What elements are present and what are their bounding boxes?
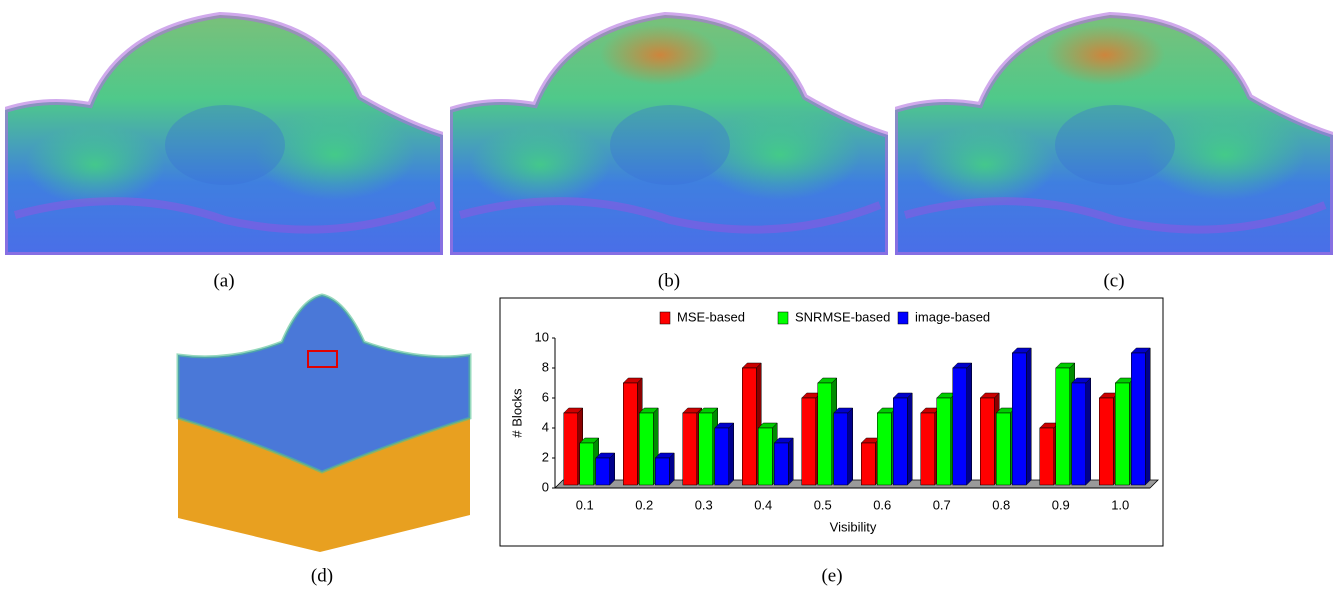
image-a: [5, 15, 443, 255]
legend-swatch: [897, 311, 909, 325]
bar: [877, 412, 892, 486]
y-tick-label: 6: [542, 389, 549, 404]
bar: [817, 382, 832, 486]
bar: [1055, 367, 1070, 486]
bar: [623, 382, 638, 486]
bar: [1115, 382, 1130, 486]
bar: [774, 442, 789, 486]
caption: (d): [311, 565, 333, 586]
bar: [996, 412, 1011, 486]
x-tick-label: 0.8: [992, 497, 1010, 512]
bar: [758, 427, 773, 486]
x-tick-label: 0.9: [1052, 497, 1070, 512]
bar-side: [966, 362, 972, 486]
bar-side: [1026, 347, 1032, 486]
bar: [682, 412, 697, 486]
bar-side: [728, 422, 734, 486]
bar-side: [669, 452, 675, 486]
y-axis-label: # Blocks: [509, 388, 524, 438]
legend-swatch: [777, 311, 789, 325]
bar: [936, 397, 951, 486]
y-tick-label: 8: [542, 359, 549, 374]
y-tick-label: 0: [542, 479, 549, 494]
bar-side: [1145, 347, 1151, 486]
bar: [563, 412, 578, 486]
bar-side: [907, 392, 913, 486]
bar: [1099, 397, 1114, 486]
caption: (a): [213, 270, 234, 291]
bar: [952, 367, 967, 486]
bar: [801, 397, 816, 486]
bar: [655, 457, 670, 486]
x-tick-label: 0.1: [576, 497, 594, 512]
x-tick-label: 0.7: [933, 497, 951, 512]
caption: (b): [658, 270, 680, 291]
bar: [639, 412, 654, 486]
bar-side: [1085, 377, 1091, 486]
x-tick-label: 0.5: [814, 497, 832, 512]
bar: [595, 457, 610, 486]
bar: [714, 427, 729, 486]
legend-label: image-based: [915, 309, 990, 324]
highlight: [600, 25, 720, 85]
x-tick-label: 0.2: [635, 497, 653, 512]
y-tick-label: 2: [542, 449, 549, 464]
bar: [1039, 427, 1054, 486]
bar-side: [847, 407, 853, 486]
bar-side: [609, 452, 615, 486]
bar: [861, 442, 876, 486]
bar: [980, 397, 995, 486]
image-d: [176, 293, 472, 552]
bar: [833, 412, 848, 486]
x-tick-label: 0.3: [695, 497, 713, 512]
x-tick-label: 0.4: [754, 497, 772, 512]
x-axis-label: Visibility: [830, 519, 877, 534]
caption: (c): [1103, 270, 1124, 291]
x-tick-label: 1.0: [1111, 497, 1129, 512]
bar: [579, 442, 594, 486]
bar: [742, 367, 757, 486]
y-tick-label: 4: [542, 419, 549, 434]
bar: [1131, 352, 1146, 486]
bar: [920, 412, 935, 486]
legend-label: MSE-based: [677, 309, 745, 324]
legend-label: SNRMSE-based: [795, 309, 890, 324]
caption: (e): [821, 565, 842, 586]
legend-swatch: [659, 311, 671, 325]
bar: [1071, 382, 1086, 486]
highlight: [1045, 25, 1165, 85]
x-tick-label: 0.6: [873, 497, 891, 512]
bar-side: [788, 437, 794, 486]
chart: 0 2 4 6 8 10 MSE-based SNRMSE-based image-based 0…: [535, 309, 1159, 512]
bar: [698, 412, 713, 486]
bar: [893, 397, 908, 486]
bar: [1012, 352, 1027, 486]
y-tick-label: 10: [535, 329, 549, 344]
